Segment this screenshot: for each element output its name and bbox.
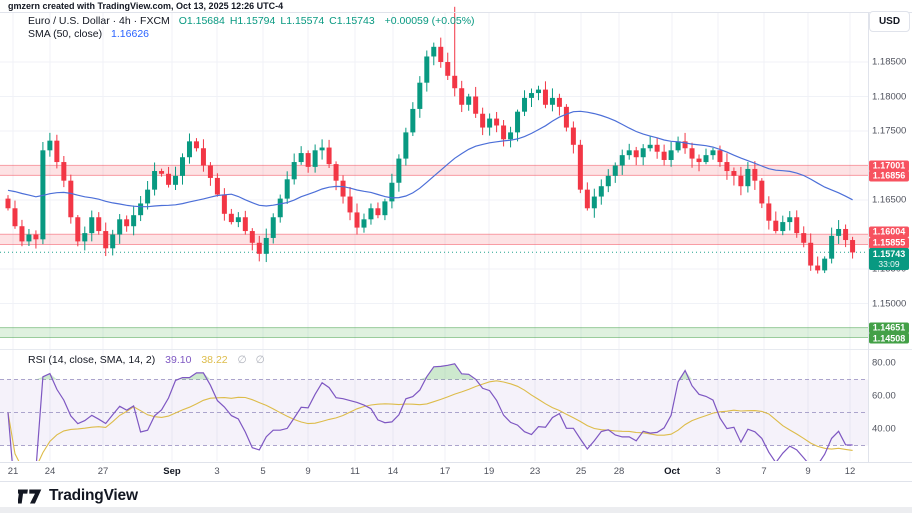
time-tick-label: 27 [97,466,109,477]
price-axis-label: 1.15000 [872,298,907,309]
current-price-label: 1.15743 33:09 [869,248,909,270]
resistance-zone [0,234,868,245]
rsi-label: RSI (14, close, SMA, 14, 2) [28,354,156,366]
tradingview-logo[interactable]: TradingView [18,487,138,505]
ohlc-item: H1.15794 [229,15,276,27]
watermark-text: gmzern created with TradingView.com, Oct… [8,1,284,11]
widget-bottom-border [0,481,912,482]
bar-countdown: 33:09 [878,259,900,269]
sma-legend: SMA (50, close) 1.16626 [28,28,149,40]
sma-label: SMA (50, close) [28,28,103,40]
tradingview-logo-icon [18,488,42,504]
time-tick-label: 9 [805,466,811,477]
rsi-axis-label: 40.00 [872,423,896,435]
rsi-extra-values: ∅ ∅ [237,354,268,366]
rsi-overbought-fill [8,363,853,380]
current-price-value: 1.15743 [872,249,906,259]
time-tick-label: 11 [350,466,360,477]
symbol-legend: Euro / U.S. Dollar · 4h · FXCM O1.15684 H… [28,15,475,27]
rsi-ma-value: 38.22 [201,354,228,366]
time-tick-label: 14 [387,466,399,477]
time-tick-label: 21 [7,466,19,477]
time-axis[interactable]: 21 24 27 Sep 3 5 9 11 14 17 19 23 25 28 Oct 3 7 9 12 [0,463,868,481]
time-tick-label: 3 [214,466,220,477]
time-tick-label: 24 [44,466,56,477]
ohlc-item: L1.15574 [280,15,325,27]
widget-top-border [0,12,912,13]
bottom-strip [0,507,912,513]
sma-line [7,110,853,208]
time-tick-label: 5 [260,466,266,477]
currency-button[interactable]: USD [869,11,910,32]
time-tick-label: Oct [664,466,680,477]
time-tick-label: Sep [163,466,181,477]
price-axis-label: 1.16500 [872,194,907,206]
support-level-label: 1.14651 [869,322,909,333]
support-zone [0,327,868,338]
resistance-level-label: 1.15855 [869,237,909,249]
time-tick-label: 17 [439,466,451,477]
candlestick-series [5,6,856,274]
resistance-zone [0,165,868,176]
resistance-level-label: 1.17001 [869,160,909,171]
rsi-axis-label: 60.00 [872,390,896,402]
resistance-level-label: 1.16856 [869,170,909,182]
rsi-line [7,363,853,461]
price-axis-label: 1.18000 [872,91,907,102]
rsi-value: 39.10 [165,354,192,366]
sma-value: 1.16626 [111,28,150,40]
price-axis-label: 1.18500 [872,56,907,68]
pane-divider[interactable] [0,349,912,350]
ohlc-values: O1.15684 H1.15794 L1.15574 C1.15743 [179,15,380,27]
tradingview-logo-text: TradingView [49,487,138,504]
price-axis-label: 1.17500 [872,125,907,137]
ohlc-item: O1.15684 [178,15,225,27]
rsi-axis-label: 80.00 [872,357,896,369]
price-axis[interactable]: 1.185001.180001.175001.165001.155001.150… [869,12,912,461]
time-tick-label: 12 [844,466,856,477]
time-tick-label: 3 [715,466,721,477]
ohlc-item: C1.15743 [329,15,375,27]
time-tick-label: 28 [613,466,625,477]
time-tick-label: 25 [575,466,587,477]
rsi-axis[interactable]: 80.00 60.00 40.00 [869,350,912,461]
symbol-title: Euro / U.S. Dollar · 4h · FXCM [28,15,170,27]
price-axis-border [868,12,869,462]
resistance-level-label: 1.16004 [869,226,909,237]
time-tick-label: 23 [529,466,541,477]
chart-plot-area[interactable] [0,0,868,481]
time-tick-label: 9 [305,466,311,477]
rsi-legend: RSI (14, close, SMA, 14, 2) 39.10 38.22 … [28,354,268,366]
change-value: +0.00059 (+0.05%) [384,15,475,27]
support-level-label: 1.14508 [869,332,909,344]
time-axis-border [0,462,912,463]
time-tick-label: 7 [761,466,767,477]
rsi-ma-line [7,380,853,461]
time-tick-label: 19 [483,466,495,477]
